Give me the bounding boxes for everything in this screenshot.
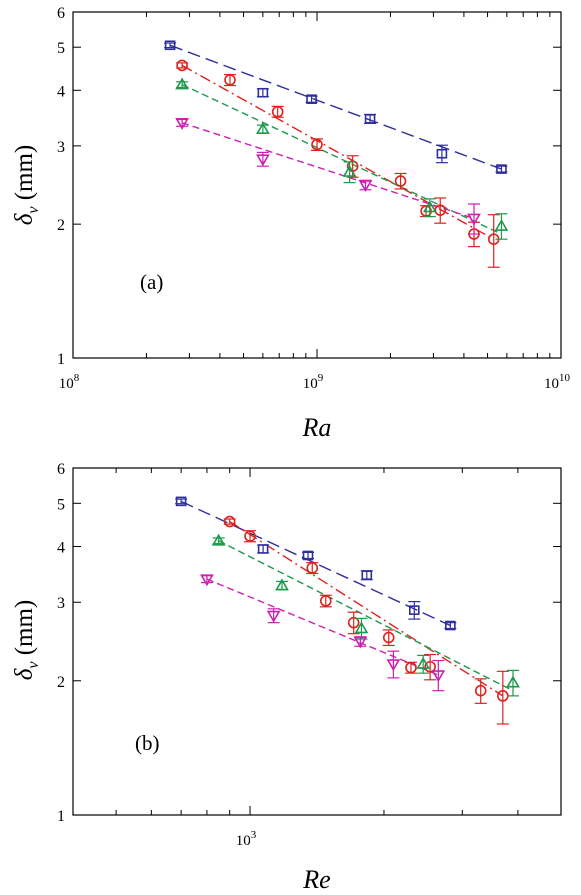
data-point-triangle-down <box>200 574 214 587</box>
data-point-triangle-up <box>255 122 270 135</box>
panel-label-a: (a) <box>140 270 163 294</box>
axis-ticks-b <box>72 467 562 816</box>
x-tick-label: 109 <box>303 372 324 392</box>
data-point-triangle-down <box>175 118 189 130</box>
data-point-triangle-up <box>342 164 357 177</box>
data-point-circle <box>382 631 395 644</box>
data-point-triangle-down <box>353 636 368 649</box>
data-point-circle <box>347 616 360 629</box>
data-point-square <box>257 87 269 98</box>
data-point-triangle-down <box>467 213 481 226</box>
fit-line-circle <box>181 64 495 240</box>
data-point-circle <box>394 175 407 187</box>
data-point-square <box>302 550 314 561</box>
plot-frame-b <box>72 467 562 816</box>
y-tick-label: 3 <box>57 139 65 156</box>
data-point-square <box>164 40 176 51</box>
data-point-circle <box>319 595 332 607</box>
data-point-triangle-down <box>358 180 373 193</box>
y-tick-label: 2 <box>57 674 65 691</box>
x-tick-label: 1010 <box>544 372 571 392</box>
data-point-circle <box>223 515 236 528</box>
data-point-triangle-up <box>494 218 509 231</box>
x-tick-label: 103 <box>236 829 257 849</box>
fit-line-square <box>180 500 451 627</box>
y-tick-labels-a: 1 2 3 4 5 6 <box>57 5 65 368</box>
panel-b: 1 2 3 4 5 6 103 (b) δv (mm) Re <box>11 461 562 894</box>
y-tick-label: 5 <box>57 496 65 513</box>
data-point-triangle-up <box>354 621 369 634</box>
plot-frame-a <box>72 11 562 359</box>
x-tick-labels-a: 108 109 1010 <box>59 372 571 392</box>
data-point-square <box>257 544 269 554</box>
data-points-b <box>175 496 520 725</box>
data-point-circle <box>176 59 188 72</box>
x-axis-title-a: Ra <box>302 413 332 442</box>
data-point-triangle-down <box>266 610 281 623</box>
panel-a: 1 2 3 4 5 6 108 109 1010 (a) δv (mm) Ra <box>11 5 571 442</box>
data-point-circle <box>311 138 323 151</box>
data-point-circle <box>474 684 487 697</box>
x-tick-label: 108 <box>59 372 80 392</box>
data-point-circle <box>306 562 319 574</box>
y-axis-title-a: δv (mm) <box>11 145 42 226</box>
data-point-triangle-down <box>431 670 446 683</box>
data-point-triangle-up <box>422 200 437 213</box>
data-point-triangle-up <box>506 675 520 688</box>
data-points-a <box>164 40 509 268</box>
y-tick-label: 4 <box>57 540 65 557</box>
data-point-square <box>496 164 507 174</box>
fit-line-triangle-up <box>181 83 502 235</box>
y-tick-label: 4 <box>57 83 65 100</box>
data-point-circle <box>224 74 236 86</box>
fit-lines-b <box>180 500 514 697</box>
x-axis-title-b: Re <box>302 865 330 894</box>
data-point-triangle-up <box>416 656 431 669</box>
y-tick-label: 6 <box>57 5 65 22</box>
data-point-square <box>445 620 456 631</box>
y-tick-label: 1 <box>57 808 65 825</box>
fit-line-circle <box>229 520 504 697</box>
fit-lines-a <box>169 44 502 240</box>
data-point-circle <box>424 660 436 673</box>
fit-line-triangle-down <box>181 122 475 220</box>
y-tick-labels-b: 1 2 3 4 5 6 <box>57 461 65 825</box>
data-point-triangle-up <box>175 77 189 90</box>
fit-line-triangle-down <box>206 578 439 676</box>
data-point-square <box>408 605 420 615</box>
y-tick-label: 5 <box>57 40 65 57</box>
y-tick-label: 3 <box>57 595 65 612</box>
data-point-triangle-down <box>255 154 270 167</box>
axis-ticks-a <box>72 11 562 359</box>
panel-label-b: (b) <box>135 731 160 755</box>
data-point-circle <box>271 105 284 118</box>
data-point-square <box>436 148 448 159</box>
data-point-triangle-up <box>211 533 226 546</box>
fit-line-square <box>169 44 502 170</box>
y-tick-label: 1 <box>57 351 65 368</box>
fit-line-triangle-up <box>218 540 514 692</box>
data-point-circle <box>405 661 417 674</box>
data-point-square <box>306 94 317 104</box>
data-point-triangle-down <box>386 659 401 672</box>
data-point-square <box>361 570 373 580</box>
data-point-circle <box>244 530 256 542</box>
data-point-square <box>364 114 376 124</box>
x-tick-labels-b: 103 <box>236 829 257 849</box>
y-axis-title-b: δv (mm) <box>11 600 42 681</box>
data-point-square <box>175 496 187 507</box>
y-tick-label: 6 <box>57 461 65 478</box>
data-point-triangle-up <box>275 578 289 591</box>
y-tick-label: 2 <box>57 217 65 234</box>
